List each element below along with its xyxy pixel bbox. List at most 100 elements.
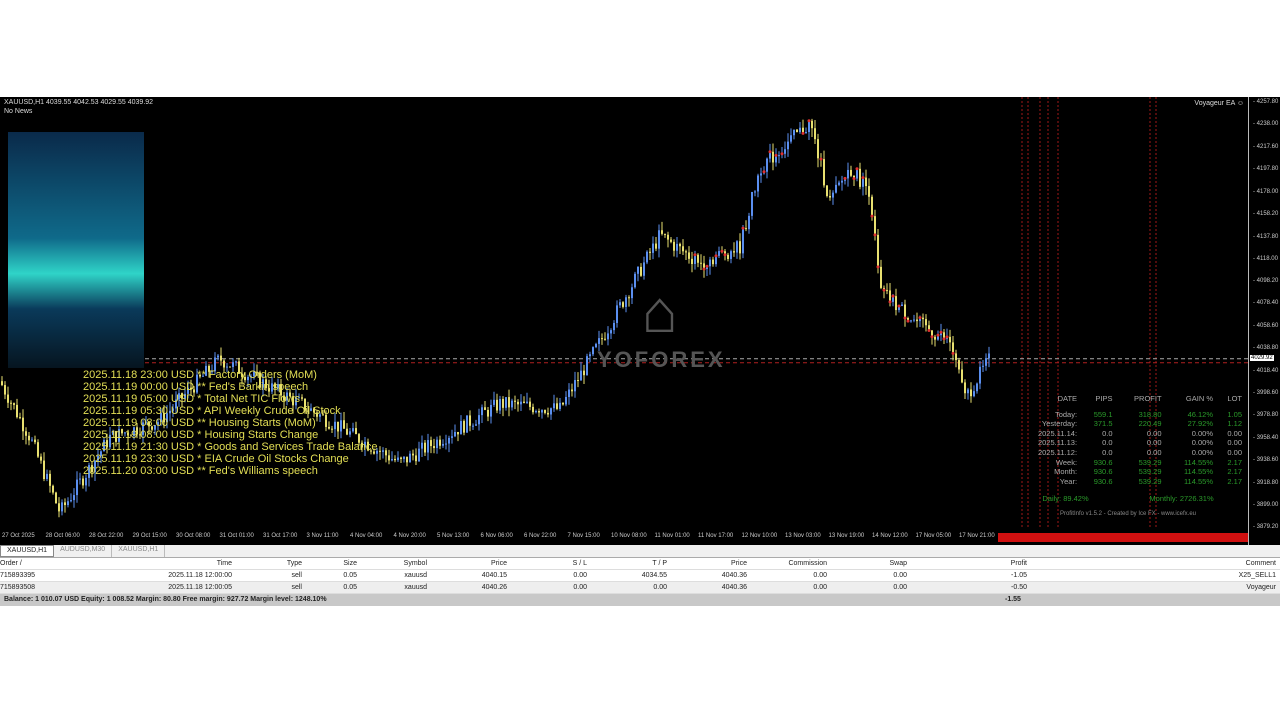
trade-row[interactable]: 715893508 2025.11.18 12:00:05 sell 0.05 xauu… bbox=[0, 582, 1280, 594]
chart-tab[interactable]: AUDUSD,M30 bbox=[54, 545, 113, 557]
price-tick: - 4098.20 bbox=[1253, 278, 1279, 285]
candle-body bbox=[628, 297, 630, 299]
stats-header: DATE bbox=[1057, 394, 1078, 403]
candle-body bbox=[469, 415, 471, 426]
candle-body bbox=[466, 415, 468, 433]
candle-body bbox=[664, 233, 666, 235]
trade-marker bbox=[873, 233, 877, 237]
price-tick: - 4078.40 bbox=[1253, 300, 1279, 307]
candle-body bbox=[745, 228, 747, 230]
trade-marker bbox=[918, 316, 922, 320]
candle-body bbox=[601, 338, 603, 340]
candle-body bbox=[598, 338, 600, 344]
candle-body bbox=[739, 241, 741, 254]
trade-row[interactable]: 715893395 2025.11.18 12:00:00 sell 0.05 xauu… bbox=[0, 570, 1280, 582]
candle-body bbox=[649, 251, 651, 253]
news-item: 2025.11.19 08:00 USD * Housing Starts Ch… bbox=[83, 429, 319, 441]
candle-body bbox=[520, 401, 522, 405]
chart-tab[interactable]: XAUUSD,H1 bbox=[112, 545, 166, 557]
candle-body bbox=[694, 254, 696, 264]
candle-body bbox=[340, 420, 342, 432]
stats-cell: 0.00 bbox=[1227, 438, 1242, 448]
candle-body bbox=[223, 360, 225, 368]
candle-body bbox=[760, 173, 762, 176]
cell: 0.00 bbox=[813, 572, 827, 579]
stats-cell: 930.6 bbox=[1093, 457, 1113, 467]
candlestick-plot bbox=[1, 97, 1248, 542]
ea-label[interactable]: Voyageur EA ☺ bbox=[1194, 100, 1244, 107]
cell: Size bbox=[343, 560, 357, 567]
candle-body bbox=[877, 234, 879, 267]
candle-body bbox=[823, 159, 825, 186]
price-tick: - 3899.00 bbox=[1253, 501, 1279, 508]
candle-body bbox=[64, 502, 66, 506]
candle-body bbox=[355, 428, 357, 435]
candle-body bbox=[838, 182, 840, 185]
symbol-info: XAUUSD,H1 4039.55 4042.53 4029.55 4039.9… bbox=[4, 99, 154, 106]
news-list: 2025.11.18 23:00 USD ** Factory Orders (… bbox=[83, 369, 378, 477]
candle-body bbox=[100, 451, 102, 457]
stats-cell: 539.29 bbox=[1138, 476, 1162, 486]
trade-marker bbox=[882, 288, 886, 292]
candle-body bbox=[79, 478, 81, 480]
candle-body bbox=[952, 342, 954, 354]
candle-body bbox=[22, 417, 24, 432]
candle-body bbox=[742, 228, 744, 254]
news-item: 2025.11.19 05:30 USD * API Weekly Crude … bbox=[83, 405, 341, 417]
candle-body bbox=[283, 395, 285, 401]
candle-body bbox=[850, 169, 852, 176]
price-tick: - 3918.80 bbox=[1253, 479, 1279, 486]
time-tick: 4 Nov 20:00 bbox=[393, 533, 426, 539]
news-item: 2025.11.19 08:00 USD ** Housing Starts (… bbox=[83, 417, 316, 429]
cell: 4040.15 bbox=[481, 572, 507, 579]
candle-body bbox=[169, 410, 171, 414]
candle-body bbox=[889, 290, 891, 302]
candle-body bbox=[403, 456, 405, 459]
candle-body bbox=[754, 191, 756, 193]
candle-body bbox=[517, 401, 519, 405]
time-tick: 28 Oct 22:00 bbox=[89, 533, 124, 539]
candle-body bbox=[667, 234, 669, 240]
candle-body bbox=[25, 431, 27, 436]
price-chart[interactable]: XAUUSD,H1 4039.55 4042.53 4029.55 4039.9… bbox=[0, 97, 1280, 545]
cell: 0.00 bbox=[573, 584, 587, 591]
cell: 4040.26 bbox=[481, 584, 507, 591]
candle-body bbox=[556, 403, 558, 409]
candle-body bbox=[913, 319, 915, 321]
cell: 715893508 bbox=[0, 584, 36, 591]
candle-body bbox=[331, 428, 333, 430]
stats-cell: 0.00 bbox=[1146, 447, 1162, 457]
candle-body bbox=[391, 458, 393, 461]
trade-marker bbox=[888, 300, 892, 304]
stats-cell: 114.55% bbox=[1183, 457, 1213, 467]
candle-body bbox=[166, 413, 168, 423]
price-axis[interactable]: - 4257.80 - 4238.00 - 4217.60 - 4197.80 - 41… bbox=[1248, 97, 1280, 545]
cell: 4034.55 bbox=[641, 572, 667, 579]
candle-body bbox=[802, 127, 804, 134]
trade-marker bbox=[945, 335, 949, 339]
candle-body bbox=[565, 396, 567, 405]
candle-body bbox=[193, 389, 195, 393]
candle-body bbox=[571, 389, 573, 392]
candle-body bbox=[412, 453, 414, 456]
time-tick: 13 Nov 03:00 bbox=[785, 533, 821, 539]
candle-body bbox=[568, 389, 570, 397]
candle-body bbox=[259, 372, 261, 388]
candle-body bbox=[358, 434, 360, 443]
time-tick: 6 Nov 06:00 bbox=[480, 533, 513, 539]
price-tick: - 4058.60 bbox=[1253, 322, 1279, 329]
candle-body bbox=[277, 384, 279, 389]
candle-body bbox=[157, 422, 159, 426]
chart-tab[interactable]: XAUUSD,H1 bbox=[0, 545, 55, 557]
candle-body bbox=[697, 254, 699, 263]
candle-body bbox=[211, 371, 213, 373]
news-item: 2025.11.19 00:00 USD ** Fed's Barkin spe… bbox=[83, 381, 309, 393]
candle-body bbox=[97, 456, 99, 461]
candle-body bbox=[529, 401, 531, 407]
candle-body bbox=[136, 427, 138, 435]
stats-cell: 539.29 bbox=[1138, 467, 1162, 477]
stats-cell: 2025.11.14: bbox=[1037, 428, 1078, 438]
stats-cell: 930.6 bbox=[1093, 467, 1113, 477]
candle-body bbox=[298, 397, 300, 399]
candle-body bbox=[928, 325, 930, 331]
